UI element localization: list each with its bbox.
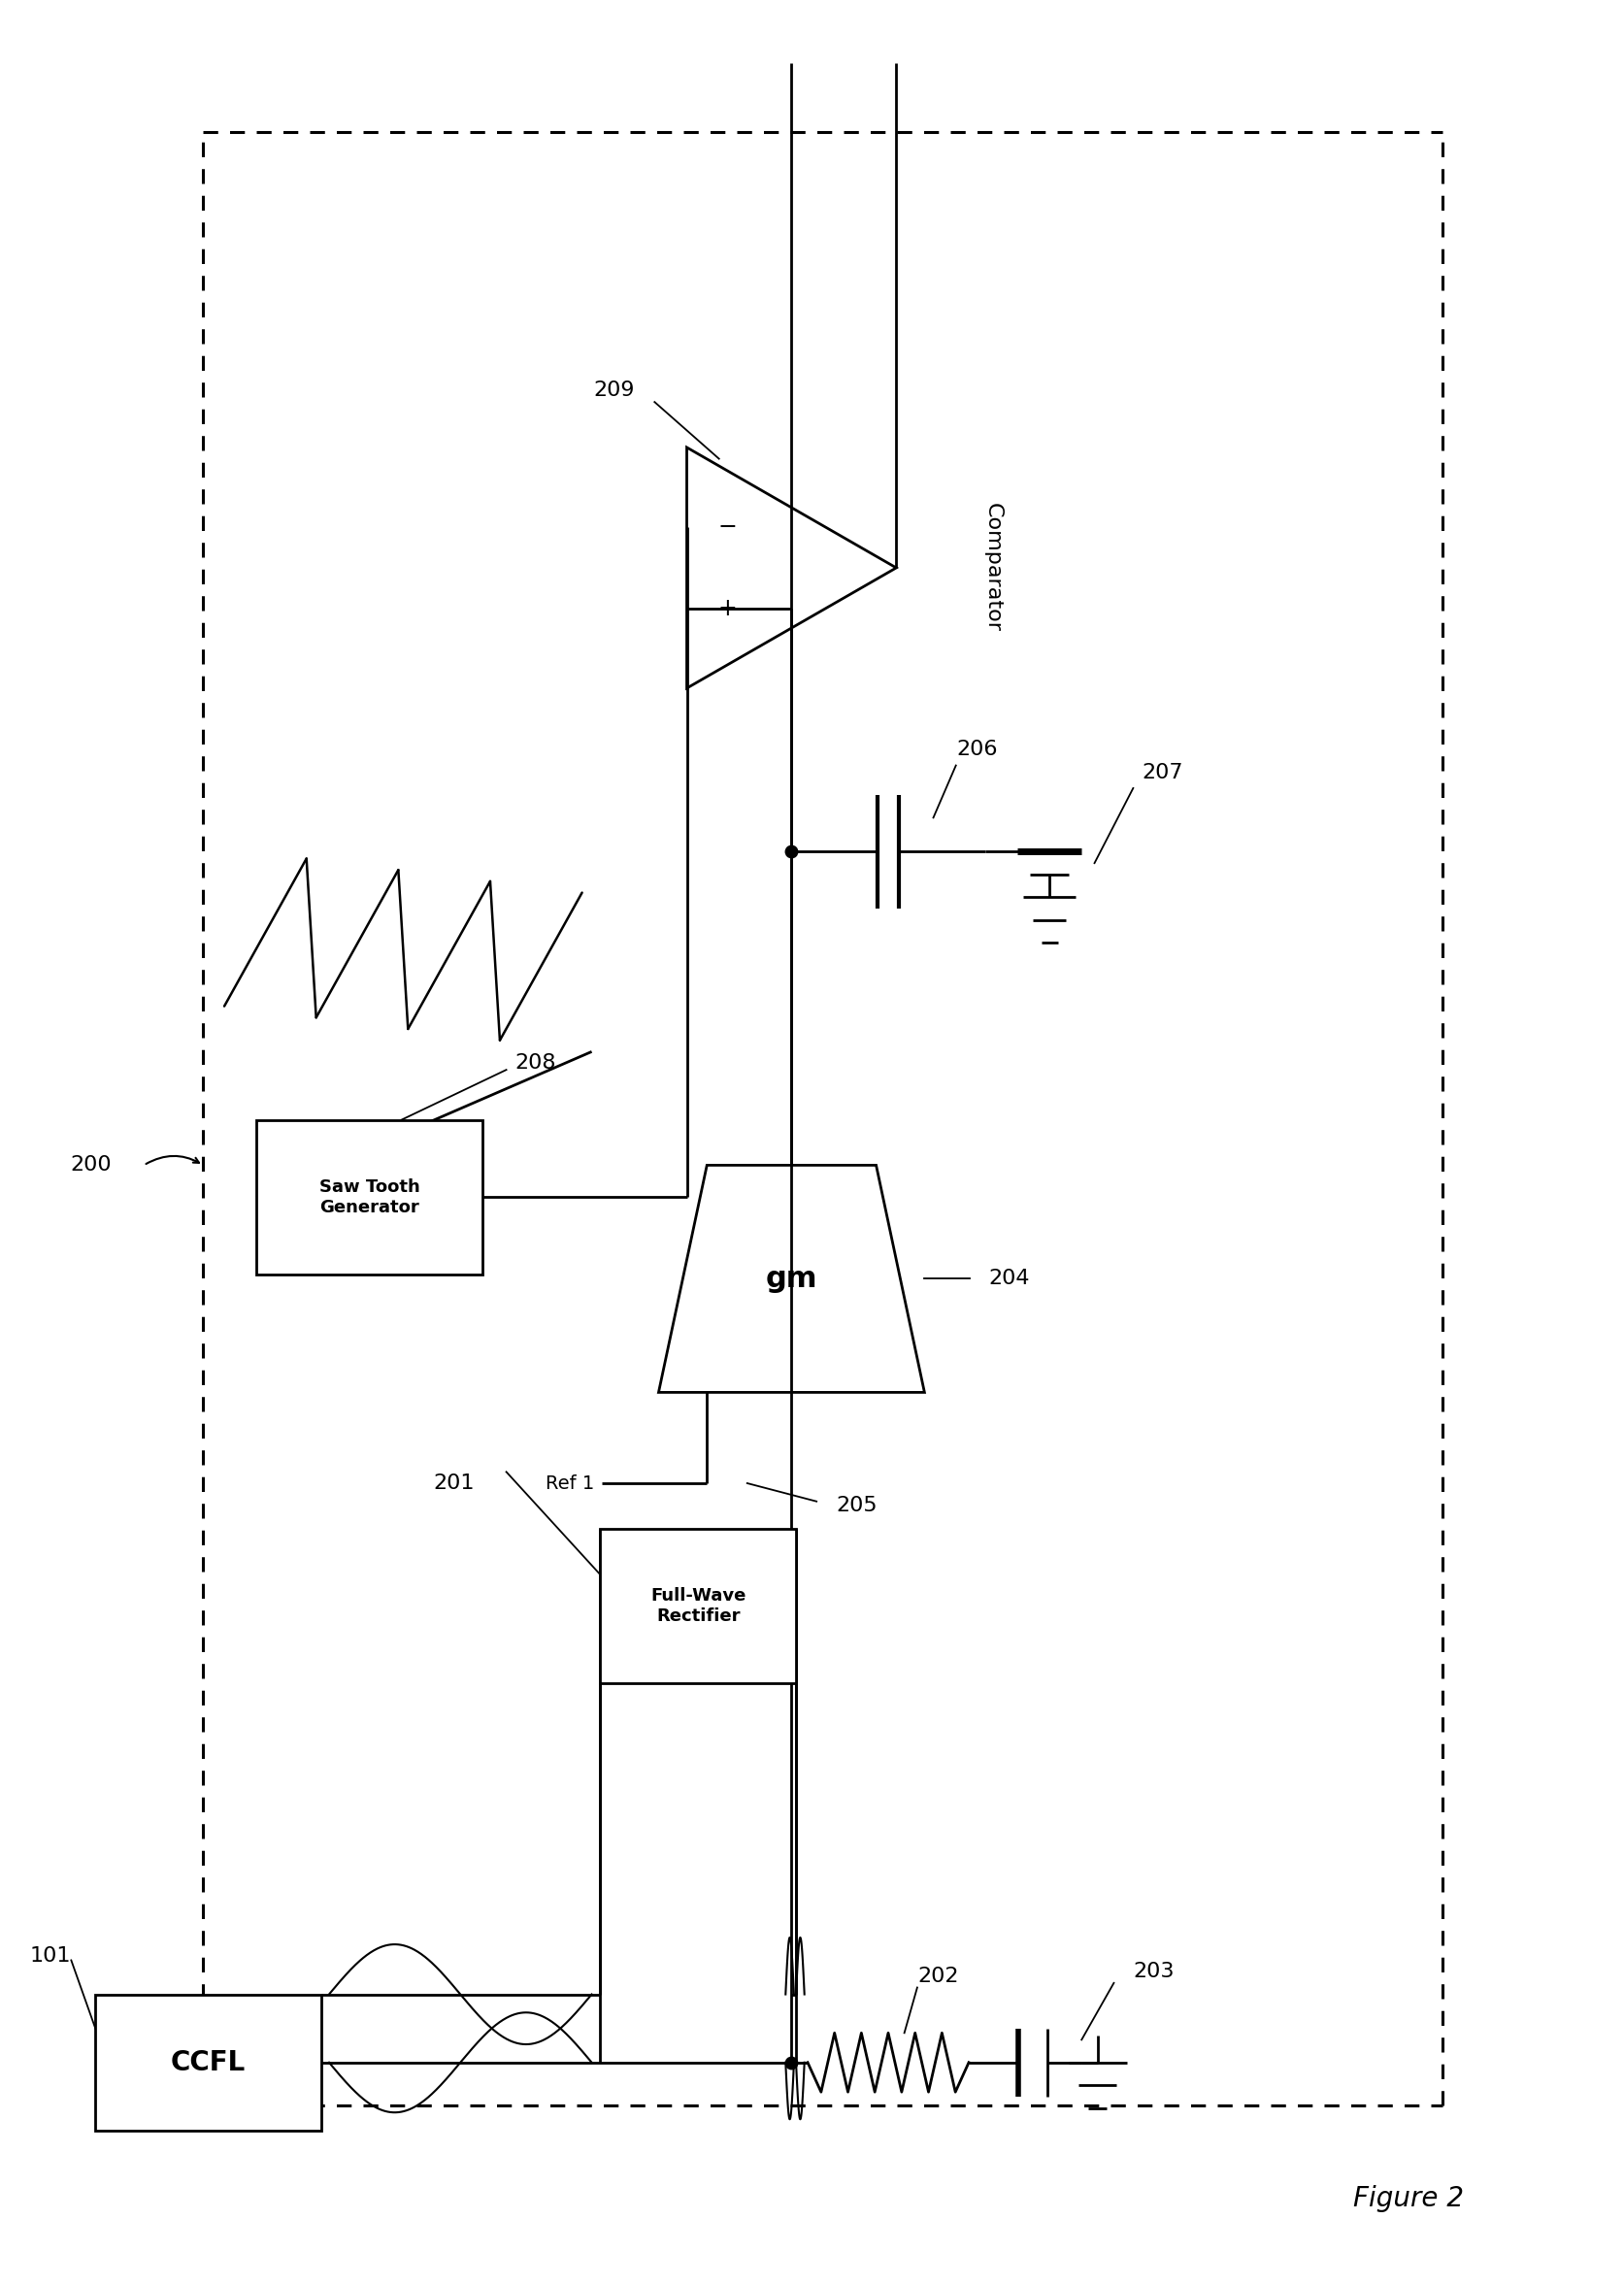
Text: 205: 205	[835, 1497, 877, 1515]
Text: 207: 207	[1142, 763, 1182, 781]
Text: Figure 2: Figure 2	[1353, 2184, 1463, 2212]
FancyBboxPatch shape	[257, 1120, 482, 1275]
Text: 201: 201	[432, 1474, 474, 1492]
FancyBboxPatch shape	[599, 1529, 796, 1684]
Text: 204: 204	[989, 1268, 1030, 1289]
Text: Full-Wave
Rectifier: Full-Wave Rectifier	[650, 1588, 745, 1625]
Text: Ref 1: Ref 1	[546, 1474, 594, 1492]
Text: 203: 203	[1134, 1963, 1174, 1981]
Text: 101: 101	[29, 1947, 71, 1965]
FancyBboxPatch shape	[96, 1995, 322, 2130]
Text: 209: 209	[593, 382, 635, 400]
Text: −: −	[718, 516, 736, 539]
Text: Saw Tooth
Generator: Saw Tooth Generator	[318, 1179, 419, 1216]
Text: gm: gm	[765, 1264, 817, 1293]
Text: +: +	[718, 596, 736, 619]
Text: 202: 202	[916, 1967, 958, 1986]
Text: CCFL: CCFL	[171, 2050, 245, 2077]
Text: Comparator: Comparator	[983, 503, 1002, 633]
Text: 200: 200	[70, 1156, 112, 1174]
Text: 208: 208	[515, 1053, 555, 1072]
Text: 206: 206	[955, 740, 997, 759]
